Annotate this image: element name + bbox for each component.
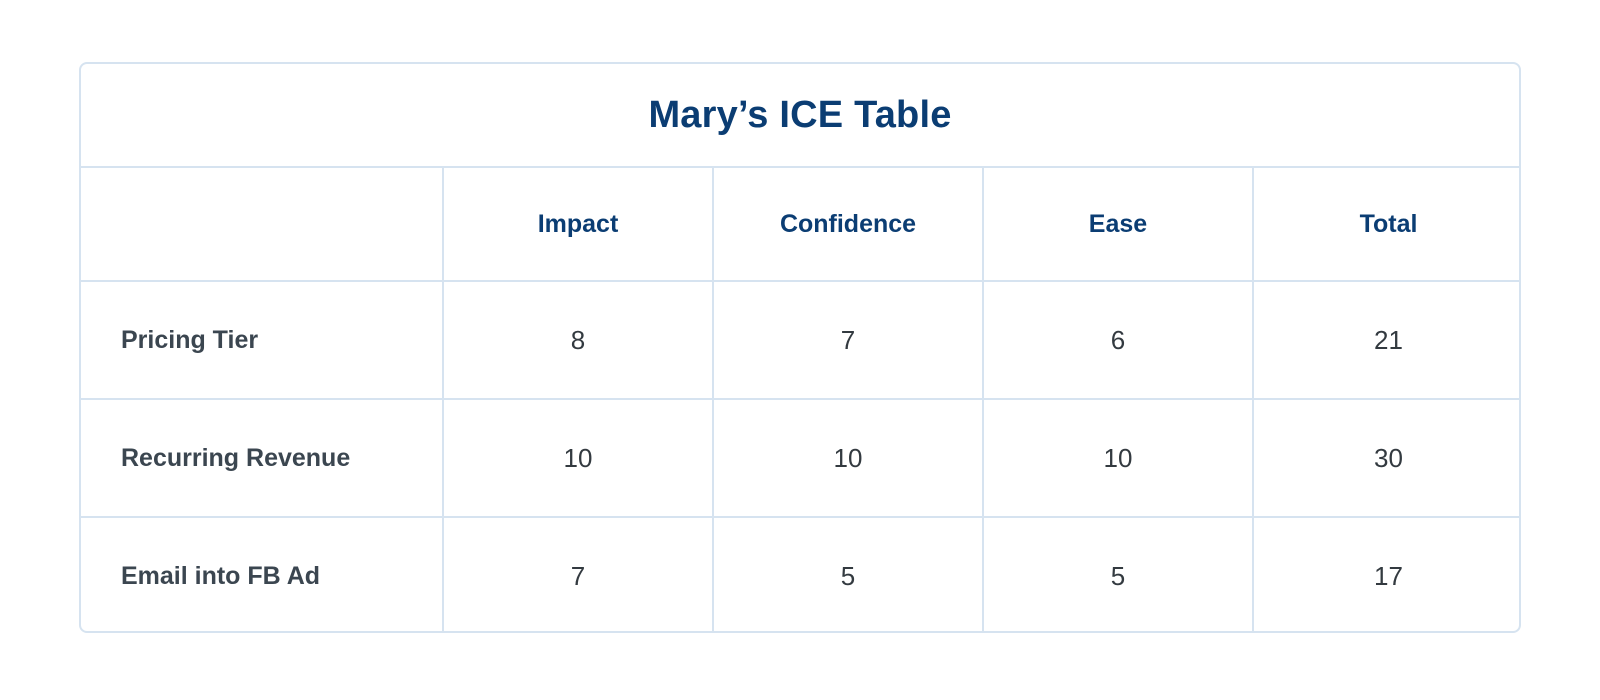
table-grid: Impact Confidence Ease Total Pricing Tie…	[81, 168, 1519, 631]
header-impact: Impact	[444, 168, 714, 282]
ease-value: 6	[984, 282, 1254, 400]
total-value: 21	[1254, 282, 1519, 400]
header-confidence: Confidence	[714, 168, 984, 282]
confidence-value: 7	[714, 282, 984, 400]
impact-value: 8	[444, 282, 714, 400]
table-title-row: Mary’s ICE Table	[81, 64, 1519, 168]
row-label: Recurring Revenue	[81, 400, 444, 518]
impact-value: 10	[444, 400, 714, 518]
confidence-value: 5	[714, 518, 984, 631]
row-label: Pricing Tier	[81, 282, 444, 400]
header-empty-cell	[81, 168, 444, 282]
header-total: Total	[1254, 168, 1519, 282]
total-value: 30	[1254, 400, 1519, 518]
header-ease: Ease	[984, 168, 1254, 282]
table-title: Mary’s ICE Table	[648, 93, 952, 136]
impact-value: 7	[444, 518, 714, 631]
confidence-value: 10	[714, 400, 984, 518]
ease-value: 10	[984, 400, 1254, 518]
ice-table: Mary’s ICE Table Impact Confidence Ease …	[79, 62, 1521, 633]
row-label: Email into FB Ad	[81, 518, 444, 631]
total-value: 17	[1374, 561, 1403, 591]
ease-value: 5	[984, 518, 1254, 631]
